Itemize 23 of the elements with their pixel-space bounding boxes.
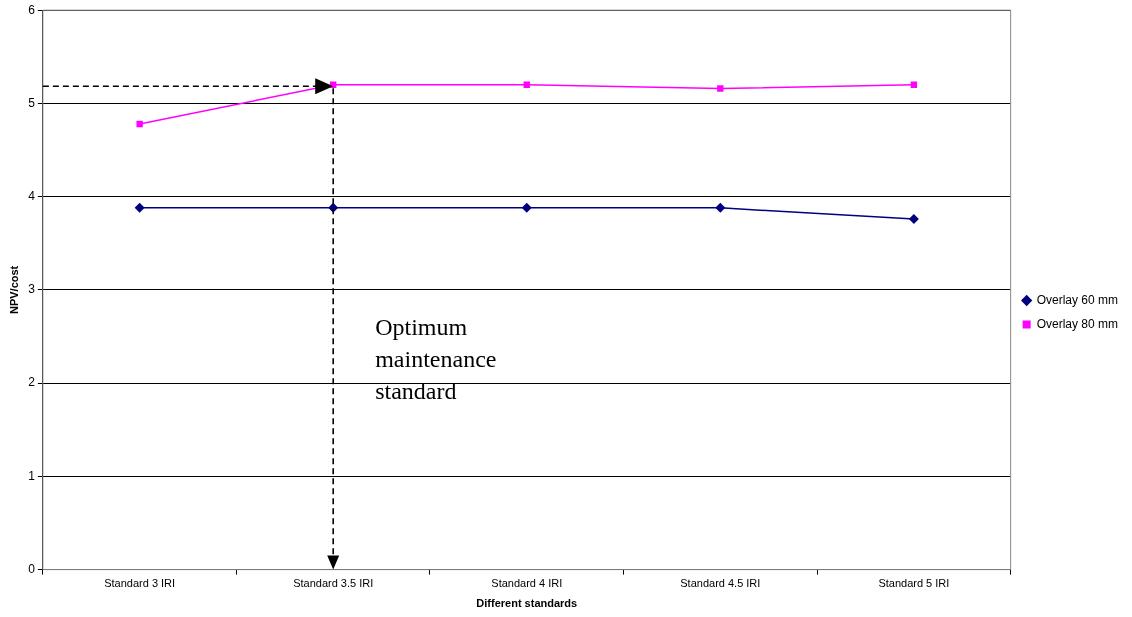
point <box>908 214 919 225</box>
x-tick-label: Standard 5 IRI <box>878 577 950 590</box>
y-tick-label: 1 <box>28 468 36 483</box>
y-tick-label: 6 <box>28 2 36 17</box>
point <box>134 202 145 213</box>
y-axis-title: NPV/cost <box>7 265 20 315</box>
x-tick-label: Standard 3 IRI <box>104 577 176 590</box>
x-tick-label: Standard 4.5 IRI <box>680 577 761 590</box>
y-tick-label: 5 <box>28 95 36 110</box>
legend-label: Overlay 60 mm <box>1036 292 1119 307</box>
point <box>717 85 724 92</box>
y-tick-label: 2 <box>28 375 36 390</box>
x-axis-title: Different standards <box>476 597 578 610</box>
y-tick-label: 0 <box>28 561 36 576</box>
annotation: Optimum maintenance standard <box>375 314 497 405</box>
point <box>521 202 532 213</box>
y-tick-label: 3 <box>28 282 36 297</box>
x-tick-label: Standard 4 IRI <box>491 577 563 590</box>
legend-label: Overlay 80 mm <box>1036 316 1119 331</box>
y-tick-label: 4 <box>28 188 36 203</box>
point <box>715 202 726 213</box>
x-tick-label: Standard 3.5 IRI <box>293 577 374 590</box>
point <box>136 120 143 128</box>
